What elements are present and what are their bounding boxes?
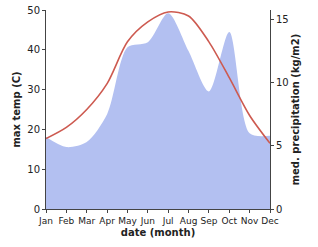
svg-text:Mar: Mar (78, 216, 95, 226)
svg-text:Jan: Jan (38, 216, 53, 226)
svg-text:10: 10 (27, 164, 40, 175)
svg-text:Sep: Sep (200, 216, 217, 226)
svg-text:date (month): date (month) (121, 227, 195, 238)
svg-text:Jul: Jul (162, 216, 174, 226)
svg-text:Jun: Jun (140, 216, 155, 226)
svg-text:30: 30 (27, 84, 40, 95)
svg-text:5: 5 (276, 140, 282, 151)
svg-text:50: 50 (27, 5, 40, 16)
svg-text:Feb: Feb (58, 216, 74, 226)
svg-text:Apr: Apr (99, 216, 115, 226)
svg-text:0: 0 (276, 204, 282, 215)
svg-text:May: May (118, 216, 137, 226)
svg-text:10: 10 (276, 77, 289, 88)
svg-text:med. precipitation (kg/m2): med. precipitation (kg/m2) (290, 34, 301, 186)
svg-text:Oct: Oct (221, 216, 237, 226)
svg-text:15: 15 (276, 14, 289, 25)
svg-text:40: 40 (27, 44, 40, 55)
svg-text:max temp (C): max temp (C) (11, 71, 22, 147)
svg-text:20: 20 (27, 124, 40, 135)
svg-text:Dec: Dec (261, 216, 278, 226)
svg-text:0: 0 (34, 204, 40, 215)
svg-text:Aug: Aug (180, 216, 198, 226)
svg-text:Nov: Nov (241, 216, 259, 226)
